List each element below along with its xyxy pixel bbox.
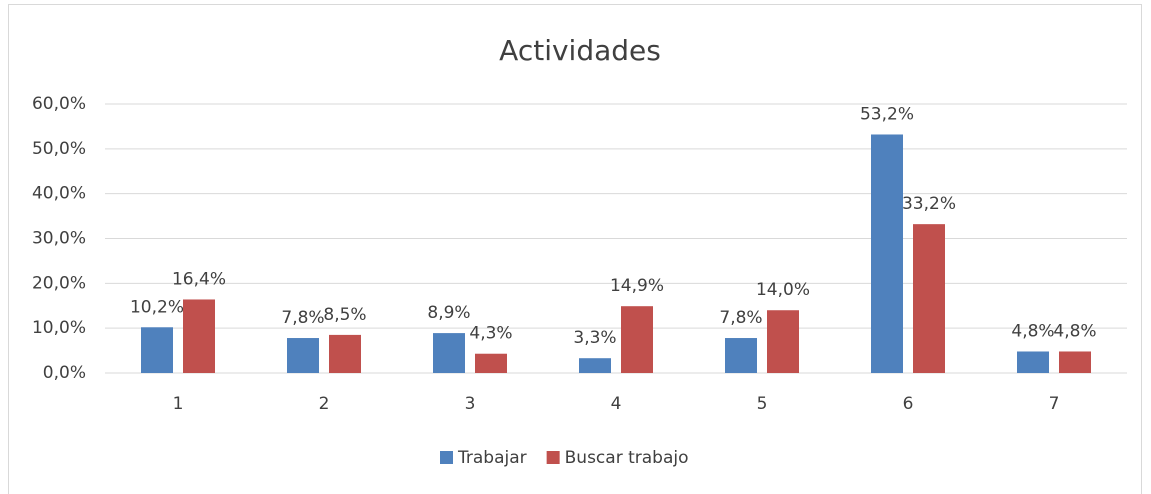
value-label: 16,4% <box>172 269 226 289</box>
x-tick-label: 1 <box>173 394 184 414</box>
chart-title: Actividades <box>499 34 661 67</box>
x-tick-label: 5 <box>757 394 768 414</box>
y-tick-label: 30,0% <box>32 229 86 249</box>
legend-label: Trabajar <box>457 448 527 468</box>
value-label: 4,8% <box>1053 321 1096 341</box>
bar <box>433 333 465 373</box>
value-label: 8,9% <box>427 303 470 323</box>
x-tick-label: 4 <box>611 394 622 414</box>
bar <box>767 310 799 373</box>
legend-label: Buscar trabajo <box>565 448 689 468</box>
bar <box>1059 351 1091 373</box>
value-label: 53,2% <box>860 104 914 124</box>
value-label: 14,0% <box>756 280 810 300</box>
bar <box>913 224 945 373</box>
legend-swatch <box>440 451 453 464</box>
value-label: 4,8% <box>1011 321 1054 341</box>
bar <box>725 338 757 373</box>
y-tick-label: 10,0% <box>32 318 86 338</box>
y-tick-label: 50,0% <box>32 139 86 159</box>
bar <box>579 358 611 373</box>
bar <box>141 327 173 373</box>
y-tick-label: 20,0% <box>32 273 86 293</box>
bar <box>287 338 319 373</box>
bar <box>1017 351 1049 373</box>
value-label: 7,8% <box>281 308 324 328</box>
value-label: 3,3% <box>573 328 616 348</box>
bar <box>329 334 361 373</box>
y-tick-label: 40,0% <box>32 184 86 204</box>
legend-swatch <box>546 451 560 464</box>
y-tick-label: 0,0% <box>43 363 86 383</box>
bar <box>871 134 903 373</box>
x-tick-label: 7 <box>1049 394 1060 414</box>
bar <box>183 299 215 373</box>
chart-border <box>8 4 1142 494</box>
y-tick-label: 60,0% <box>32 94 86 114</box>
x-tick-label: 2 <box>319 394 330 414</box>
value-label: 33,2% <box>902 194 956 214</box>
value-label: 14,9% <box>610 276 664 296</box>
value-label: 8,5% <box>323 305 366 325</box>
x-tick-label: 6 <box>903 394 914 414</box>
bar <box>621 306 653 373</box>
value-label: 10,2% <box>130 297 184 317</box>
value-label: 7,8% <box>719 308 762 328</box>
x-tick-label: 3 <box>465 394 476 414</box>
value-label: 4,3% <box>469 324 512 344</box>
bar <box>475 353 507 373</box>
